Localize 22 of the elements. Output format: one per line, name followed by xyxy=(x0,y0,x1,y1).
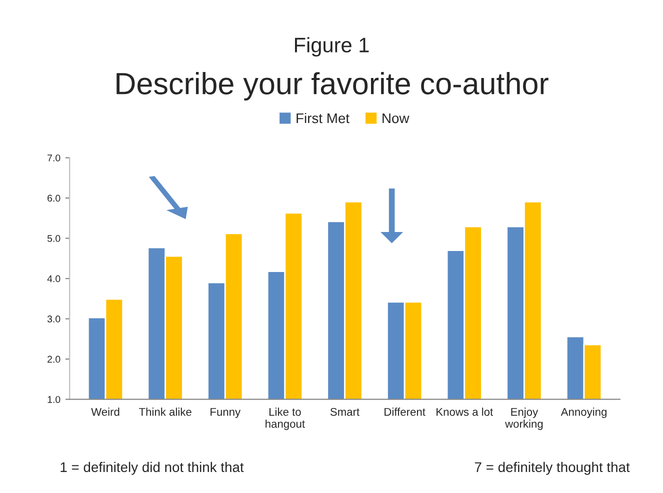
text: 1 = definitely did not think that xyxy=(60,462,244,475)
y-tick-label: 4.0 xyxy=(47,275,60,282)
y-tick-label: 3.0 xyxy=(47,316,60,322)
x-tick-label: Knows a lot xyxy=(436,408,494,416)
x-tick-label: Like to hangout xyxy=(266,408,305,430)
y-tick-label: 6.0 xyxy=(48,194,60,202)
y-tick-label: 1.0 xyxy=(48,396,60,403)
x-tick-label: Think alike xyxy=(139,408,192,416)
x-tick-label: Funny xyxy=(210,408,241,418)
y-tick-label: 5.0 xyxy=(47,235,60,242)
chart-subtitle: Figure 1 xyxy=(295,37,369,57)
legend-label: First Met xyxy=(296,112,350,124)
legend-label: Now xyxy=(382,113,410,124)
x-tick-label: Annoying xyxy=(560,408,606,418)
text: 7 = definitely thought that xyxy=(474,462,630,475)
x-tick-label: Different xyxy=(384,408,426,416)
x-tick-label: Enjoy working xyxy=(505,408,543,430)
chart-title: Describe your favorite co-author xyxy=(116,72,548,101)
x-tick-label: Smart xyxy=(330,408,360,416)
y-tick-label: 7.0 xyxy=(48,154,60,162)
x-tick-label: Weird xyxy=(91,408,120,416)
y-tick-label: 2.0 xyxy=(48,356,60,363)
